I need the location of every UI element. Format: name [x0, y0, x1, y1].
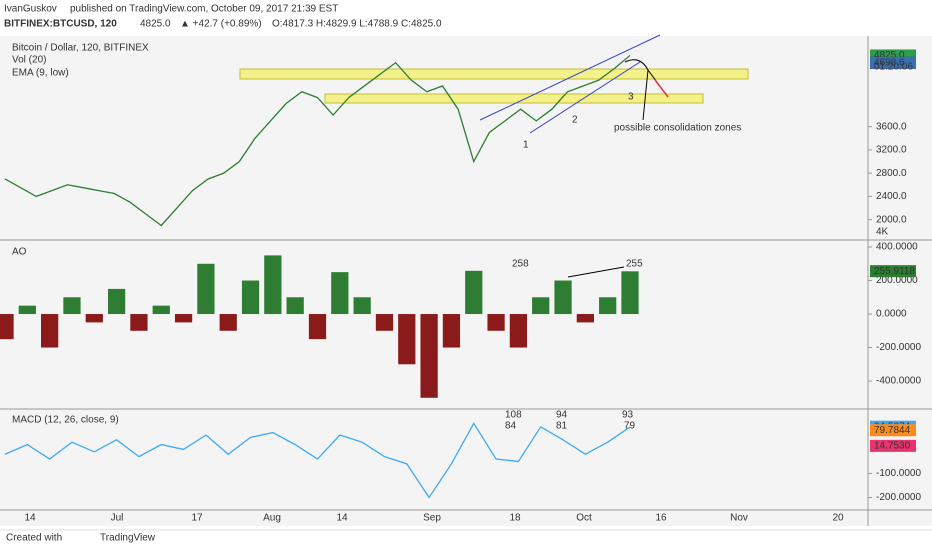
x-tick-label: 18 — [509, 513, 521, 524]
ao-bar — [241, 280, 260, 315]
ao-bar — [107, 288, 126, 315]
ao-bar — [487, 314, 505, 331]
published: published on TradingView.com, October 09… — [70, 4, 338, 15]
y-tick-label: -200.0000 — [876, 342, 921, 353]
x-tick-label: 20 — [832, 513, 844, 524]
ao-bar — [85, 314, 103, 323]
annotation: possible consolidation zones — [614, 123, 741, 134]
price-label: 4825.0 — [874, 50, 905, 61]
ao-bar — [152, 305, 170, 315]
price-badge — [870, 265, 916, 278]
annotation: 84 — [505, 421, 517, 432]
ao-bar — [197, 263, 215, 315]
ao-bar — [41, 314, 59, 348]
ohlc: O:4817.3 H:4829.9 L:4788.9 C:4825.0 — [272, 19, 442, 30]
annotation: 1 — [523, 140, 529, 151]
y-tick-label: 3200.0 — [876, 145, 907, 156]
ao-bar — [375, 314, 394, 331]
annotation: 94 — [556, 410, 568, 421]
ao-bar — [576, 314, 594, 323]
price-badge — [870, 439, 916, 452]
pane-title: Bitcoin / Dollar, 120, BITFINEX — [12, 43, 149, 54]
legend: Vol (20) — [12, 55, 46, 66]
ao-bar — [130, 314, 148, 331]
y-tick-label: -100.0000 — [876, 468, 921, 479]
price-badge — [870, 424, 916, 437]
y-tick-label: 2800.0 — [876, 168, 907, 179]
y-tick-label: 2000.0 — [876, 214, 907, 225]
ao-bar — [599, 297, 617, 315]
x-tick-label: Oct — [576, 513, 592, 524]
ao-bar — [264, 255, 282, 315]
ao-bar — [18, 305, 36, 315]
y-tick-label: 0.0000 — [876, 309, 907, 320]
y-tick-label: -400.0000 — [876, 376, 921, 387]
x-tick-label: Nov — [730, 513, 748, 524]
price-badge — [870, 56, 916, 69]
y-tick-label: 3600.0 — [876, 121, 907, 132]
countdown: 01:20:06 — [874, 62, 913, 73]
price-label: 14.7530 — [874, 441, 911, 452]
zone — [239, 68, 749, 80]
y-tick-label: -200.0000 — [876, 492, 921, 503]
x-tick-label: Aug — [263, 513, 281, 524]
last: 4825.0 — [140, 19, 171, 30]
ao-bar — [420, 314, 438, 398]
ao-bar — [621, 271, 639, 315]
projection — [654, 79, 669, 98]
y-tick-label: 200.0000 — [876, 275, 918, 286]
x-tick-label: Sep — [423, 513, 441, 524]
ao-bar — [509, 314, 528, 348]
price-label: 255.9118 — [874, 266, 915, 277]
x-tick-label: 17 — [191, 513, 203, 524]
ao-bar — [63, 297, 81, 315]
footer-text: Created with — [6, 533, 62, 544]
vol-tick: 4K — [876, 227, 889, 238]
annotation: 93 — [622, 410, 634, 421]
ao-bar — [219, 314, 237, 331]
ao-bar — [286, 297, 304, 315]
ao-bar — [331, 272, 349, 315]
annotation: 108 — [505, 410, 522, 421]
ao-bar — [0, 314, 14, 340]
y-tick-label: 400.0000 — [876, 242, 918, 253]
arrow — [567, 266, 625, 278]
channel — [479, 34, 661, 121]
series-line — [4, 422, 631, 499]
symbol: BITFINEX:BTCUSD, 120 — [4, 19, 117, 30]
legend: EMA (9, low) — [12, 68, 69, 79]
y-tick-label: 2400.0 — [876, 191, 907, 202]
author[interactable]: IvanGuskov — [4, 4, 57, 15]
ao-bar — [465, 270, 483, 315]
annotation: 2 — [572, 115, 578, 126]
annotation: 3 — [628, 92, 634, 103]
pane-title: MACD (12, 26, close, 9) — [12, 415, 119, 426]
zone — [324, 93, 704, 104]
footer-brand[interactable]: TradingView — [100, 533, 156, 544]
x-tick-label: Jul — [111, 513, 124, 524]
ao-bar — [353, 297, 371, 315]
annotation: 81 — [556, 421, 568, 432]
price-label: 79.7844 — [874, 425, 911, 436]
corner — [870, 514, 930, 526]
annotation: 255 — [626, 259, 643, 270]
projection — [624, 59, 669, 121]
change: ▲ +42.7 (+0.89%) — [180, 19, 262, 30]
x-tick-label: 16 — [655, 513, 667, 524]
ao-bar — [554, 280, 572, 315]
ao-bar — [398, 314, 416, 365]
price-label: 4698.6 — [874, 57, 905, 68]
annotation: 258 — [512, 259, 529, 270]
x-tick-label: 14 — [336, 513, 348, 524]
ao-bar — [442, 314, 461, 348]
x-tick-label: 14 — [24, 513, 36, 524]
ao-bar — [174, 314, 193, 323]
pane-title: AO — [12, 247, 27, 258]
ao-bar — [308, 314, 327, 340]
channel — [529, 61, 641, 134]
series-line — [4, 54, 631, 227]
ao-bar — [532, 297, 550, 315]
annotation: 79 — [624, 421, 636, 432]
